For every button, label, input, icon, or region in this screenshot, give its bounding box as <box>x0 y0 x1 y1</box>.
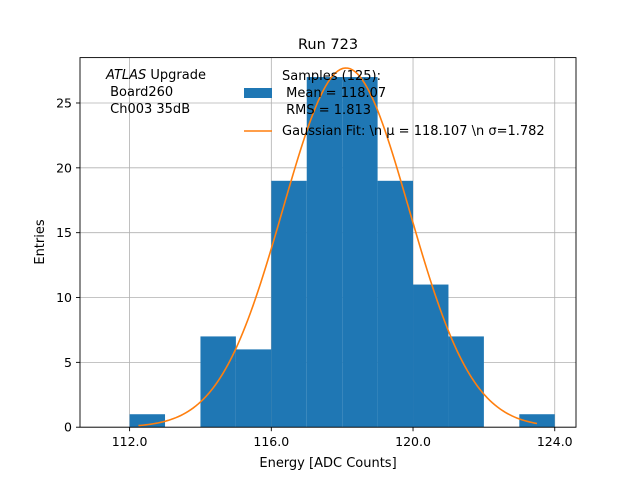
histogram-bar-5 <box>306 77 343 428</box>
y-axis-ticks: 0 5 10 15 20 25 <box>56 95 80 435</box>
atlas-annotation: ATLAS Upgrade Board260 Ch003 35dB <box>105 68 206 117</box>
plot-frame <box>79 57 577 428</box>
y-tick-label-2: 10 <box>56 290 72 305</box>
histogram-bar-7 <box>377 180 414 428</box>
legend-fit-label: Gaussian Fit: \n μ = 118.107 \n σ=1.782 <box>282 124 545 139</box>
x-tick-label-0: 112.0 <box>112 434 148 449</box>
legend-samples-line1: Samples (125): <box>282 69 381 84</box>
upgrade-label: Upgrade <box>146 68 206 83</box>
channel-label: Ch003 35dB <box>106 102 190 117</box>
histogram-bar-6 <box>342 77 378 428</box>
histogram-bar-9 <box>448 336 484 428</box>
legend-samples-line2: Mean = 118.07 <box>282 86 386 101</box>
y-tick-label-1: 5 <box>64 355 72 370</box>
histogram-bar-4 <box>271 180 307 428</box>
x-tick-label-3: 124.0 <box>537 434 573 449</box>
legend: Samples (125): Mean = 118.07 RMS = 1.813… <box>244 69 545 139</box>
x-axis-label: Energy [ADC Counts] <box>259 456 396 471</box>
svg-text:ATLAS Upgrade: ATLAS Upgrade <box>105 68 206 83</box>
legend-samples-line3: RMS = 1.813 <box>282 103 371 118</box>
y-axis-label: Entries <box>33 219 48 265</box>
gaussian-fit-curve <box>138 67 538 427</box>
y-tick-label-4: 20 <box>56 160 72 175</box>
histogram-bar-3 <box>235 349 272 428</box>
histogram-bar-11 <box>519 414 555 428</box>
y-tick-label-0: 0 <box>64 420 72 435</box>
y-tick-label-3: 15 <box>56 225 72 240</box>
board-label: Board260 <box>106 85 173 100</box>
legend-samples-swatch <box>244 88 272 98</box>
x-tick-label-2: 120.0 <box>395 434 431 449</box>
atlas-label: ATLAS <box>105 68 146 83</box>
histogram-bars <box>129 77 555 428</box>
histogram-bar-8 <box>413 284 449 428</box>
chart-title: Run 723 <box>298 37 358 53</box>
x-tick-label-1: 116.0 <box>253 434 289 449</box>
x-axis-ticks: 112.0 116.0 120.0 124.0 <box>112 427 573 449</box>
y-tick-label-5: 25 <box>56 95 72 110</box>
